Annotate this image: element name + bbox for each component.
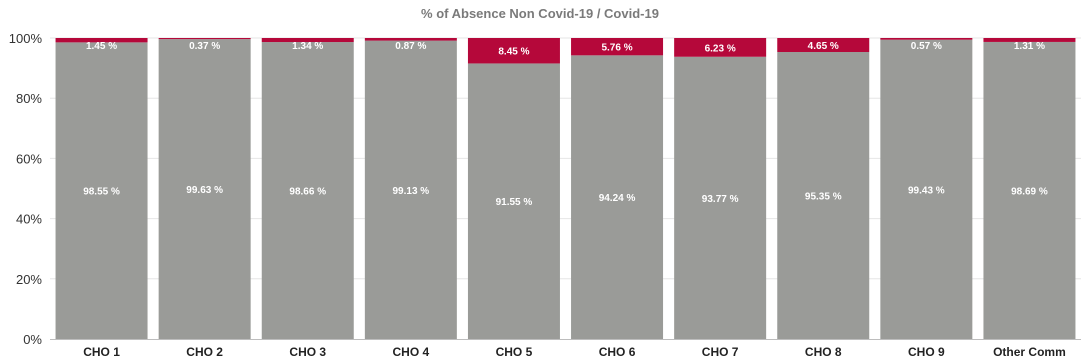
bar-segment-covid [55, 38, 148, 43]
bar-segment-non-covid [261, 42, 354, 340]
bar-segment-covid [158, 38, 251, 40]
y-tick-label: 40% [16, 212, 42, 227]
y-tick-label: 0% [23, 332, 42, 347]
y-tick-label: 80% [16, 91, 42, 106]
data-label: 98.66 % [289, 187, 326, 198]
bar-segment-non-covid [777, 51, 870, 340]
x-tick-label: CHO 5 [496, 345, 533, 359]
bar-segment-non-covid [674, 56, 767, 340]
x-tick-label: CHO 7 [702, 345, 739, 359]
bar-segment-covid [880, 38, 973, 40]
data-label: 1.45 % [86, 41, 117, 52]
bar-segment-non-covid [571, 55, 664, 340]
data-label: 99.63 % [186, 185, 223, 196]
data-label: 94.24 % [599, 193, 636, 204]
data-label: 0.37 % [189, 41, 220, 52]
data-label: 6.23 % [705, 43, 736, 54]
x-tick-label: CHO 6 [599, 345, 636, 359]
bar-segment-non-covid [55, 42, 148, 339]
data-label: 1.34 % [292, 41, 323, 52]
data-labels: 98.55 % 1.45 % 99.63 % 0.37 % 98.66 % 1.34 % 9… [83, 41, 1048, 208]
data-label: 99.13 % [392, 186, 429, 197]
x-tick-label: CHO 2 [186, 345, 223, 359]
data-label: 99.43 % [908, 185, 945, 196]
chart-title: % of Absence Non Covid-19 / Covid-19 [421, 6, 659, 21]
bar-segment-covid [674, 38, 767, 57]
bar-segment-covid [261, 38, 354, 43]
x-tick-label: CHO 3 [289, 345, 326, 359]
data-label: 0.57 % [911, 41, 942, 52]
data-label: 95.35 % [805, 191, 842, 202]
y-tick-label: 60% [16, 151, 42, 166]
bar-segment-non-covid [158, 39, 251, 339]
bar-segment-covid [467, 38, 560, 64]
bar-segment-non-covid [364, 40, 457, 339]
x-tick-label: CHO 4 [393, 345, 430, 359]
x-tick-label: Other Comm [993, 345, 1066, 359]
bars [55, 38, 1076, 340]
bar-segment-covid [777, 38, 870, 52]
data-label: 0.87 % [395, 41, 426, 52]
data-label: 98.55 % [83, 187, 120, 198]
y-tick-label: 100% [9, 31, 43, 46]
data-label: 5.76 % [601, 43, 632, 54]
data-label: 98.69 % [1011, 186, 1048, 197]
bar-segment-non-covid [467, 63, 560, 339]
data-label: 4.65 % [808, 41, 839, 52]
bar-segment-covid [983, 38, 1076, 42]
data-label: 93.77 % [702, 194, 739, 205]
data-label: 91.55 % [496, 197, 533, 208]
y-tick-label: 20% [16, 272, 42, 287]
bar-segment-covid [364, 38, 457, 41]
x-axis: CHO 1 CHO 2 CHO 3 CHO 4 CHO 5 CHO 6 CHO 7 CHO 8… [50, 339, 1081, 359]
x-tick-label: CHO 8 [805, 345, 842, 359]
data-label: 1.31 % [1014, 41, 1045, 52]
x-tick-label: CHO 1 [83, 345, 120, 359]
data-label: 8.45 % [498, 47, 529, 58]
bar-segment-non-covid [983, 41, 1076, 339]
y-axis: 0% 20% 40% 60% 80% 100% [9, 31, 43, 347]
x-tick-label: CHO 9 [908, 345, 945, 359]
bar-segment-covid [571, 38, 664, 56]
bar-segment-non-covid [880, 39, 973, 339]
